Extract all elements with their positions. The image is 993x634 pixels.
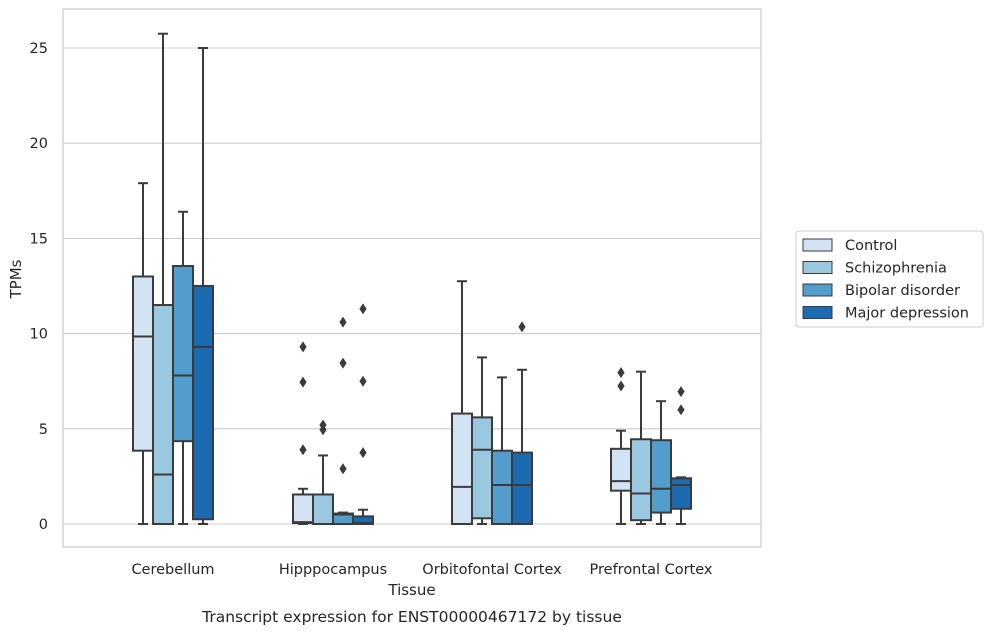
- plot-frame: [62, 8, 762, 548]
- legend-label: Bipolar disorder: [845, 283, 960, 299]
- x-tick-label: Orbitofontal Cortex: [422, 562, 562, 578]
- box-body: [451, 412, 473, 525]
- box-control: [132, 182, 154, 525]
- outlier-point: [359, 375, 367, 387]
- outlier-point: [299, 341, 307, 353]
- box-body: [471, 416, 493, 520]
- box-body: [152, 304, 174, 526]
- box-control: [610, 367, 632, 525]
- box-body: [670, 477, 692, 510]
- y-tick-label: 10: [30, 327, 48, 343]
- box-body: [610, 447, 632, 492]
- box-body: [650, 439, 672, 514]
- box-major-depression: [352, 303, 374, 525]
- outlier-point: [299, 376, 307, 388]
- outlier-point: [617, 367, 625, 379]
- outlier-point: [677, 404, 685, 416]
- outlier-point: [677, 386, 685, 398]
- box-schizophrenia: [630, 370, 652, 525]
- box-body: [132, 275, 154, 452]
- x-tick-label: Cerebellum: [131, 562, 214, 578]
- legend-label: Schizophrenia: [845, 261, 947, 277]
- y-axis-label: TPMs: [7, 259, 25, 299]
- legend-frame: [795, 230, 984, 328]
- box-bipolar-disorder: [332, 316, 354, 526]
- box-schizophrenia: [152, 32, 174, 526]
- box-schizophrenia: [471, 356, 493, 525]
- legend: Control Schizophrenia Bipolar disorder Majo…: [795, 230, 984, 328]
- x-tick-label: Hipppocampus: [279, 562, 387, 578]
- x-tick-label: Prefrontal Cortex: [590, 562, 713, 578]
- outlier-point: [359, 303, 367, 315]
- legend-swatch: [802, 283, 833, 297]
- box-body: [172, 265, 194, 443]
- y-tick-label: 15: [30, 231, 48, 247]
- box-control: [451, 280, 473, 525]
- legend-swatch: [802, 238, 833, 252]
- box-major-depression: [192, 47, 214, 525]
- outlier-point: [339, 463, 347, 475]
- chart-title: Transcript expression for ENST0000046717…: [201, 608, 622, 626]
- box-major-depression: [670, 386, 692, 525]
- box-bipolar-disorder: [172, 210, 194, 525]
- y-tick-label: 5: [39, 422, 48, 438]
- axes: 0 5 10 15 20 25 Cerebellum Hipppocampus Orbitofo…: [30, 41, 713, 578]
- box-body: [292, 493, 314, 525]
- y-tick-label: 0: [39, 517, 48, 533]
- box-body: [312, 493, 334, 526]
- legend-swatch: [802, 306, 833, 319]
- y-tick-label: 25: [30, 41, 48, 57]
- box-body: [192, 285, 214, 521]
- box-body: [491, 449, 513, 526]
- box-major-depression: [511, 321, 533, 526]
- outlier-point: [617, 380, 625, 392]
- box-body: [630, 438, 652, 522]
- box-body: [511, 451, 533, 526]
- y-tick-label: 20: [30, 136, 48, 152]
- outlier-point: [339, 316, 347, 328]
- boxes: [132, 32, 692, 526]
- x-axis-label: Tissue: [387, 581, 435, 599]
- box-schizophrenia: [312, 419, 334, 526]
- legend-swatch: [802, 261, 833, 274]
- outlier-point: [339, 357, 347, 369]
- box-bipolar-disorder: [650, 400, 672, 525]
- box-bipolar-disorder: [491, 376, 513, 526]
- box-control: [292, 341, 314, 525]
- legend-label: Major depression: [845, 306, 969, 322]
- outlier-point: [299, 444, 307, 456]
- outlier-point: [319, 419, 327, 431]
- legend-label: Control: [845, 238, 897, 254]
- outlier-point: [518, 321, 526, 333]
- outlier-point: [359, 447, 367, 459]
